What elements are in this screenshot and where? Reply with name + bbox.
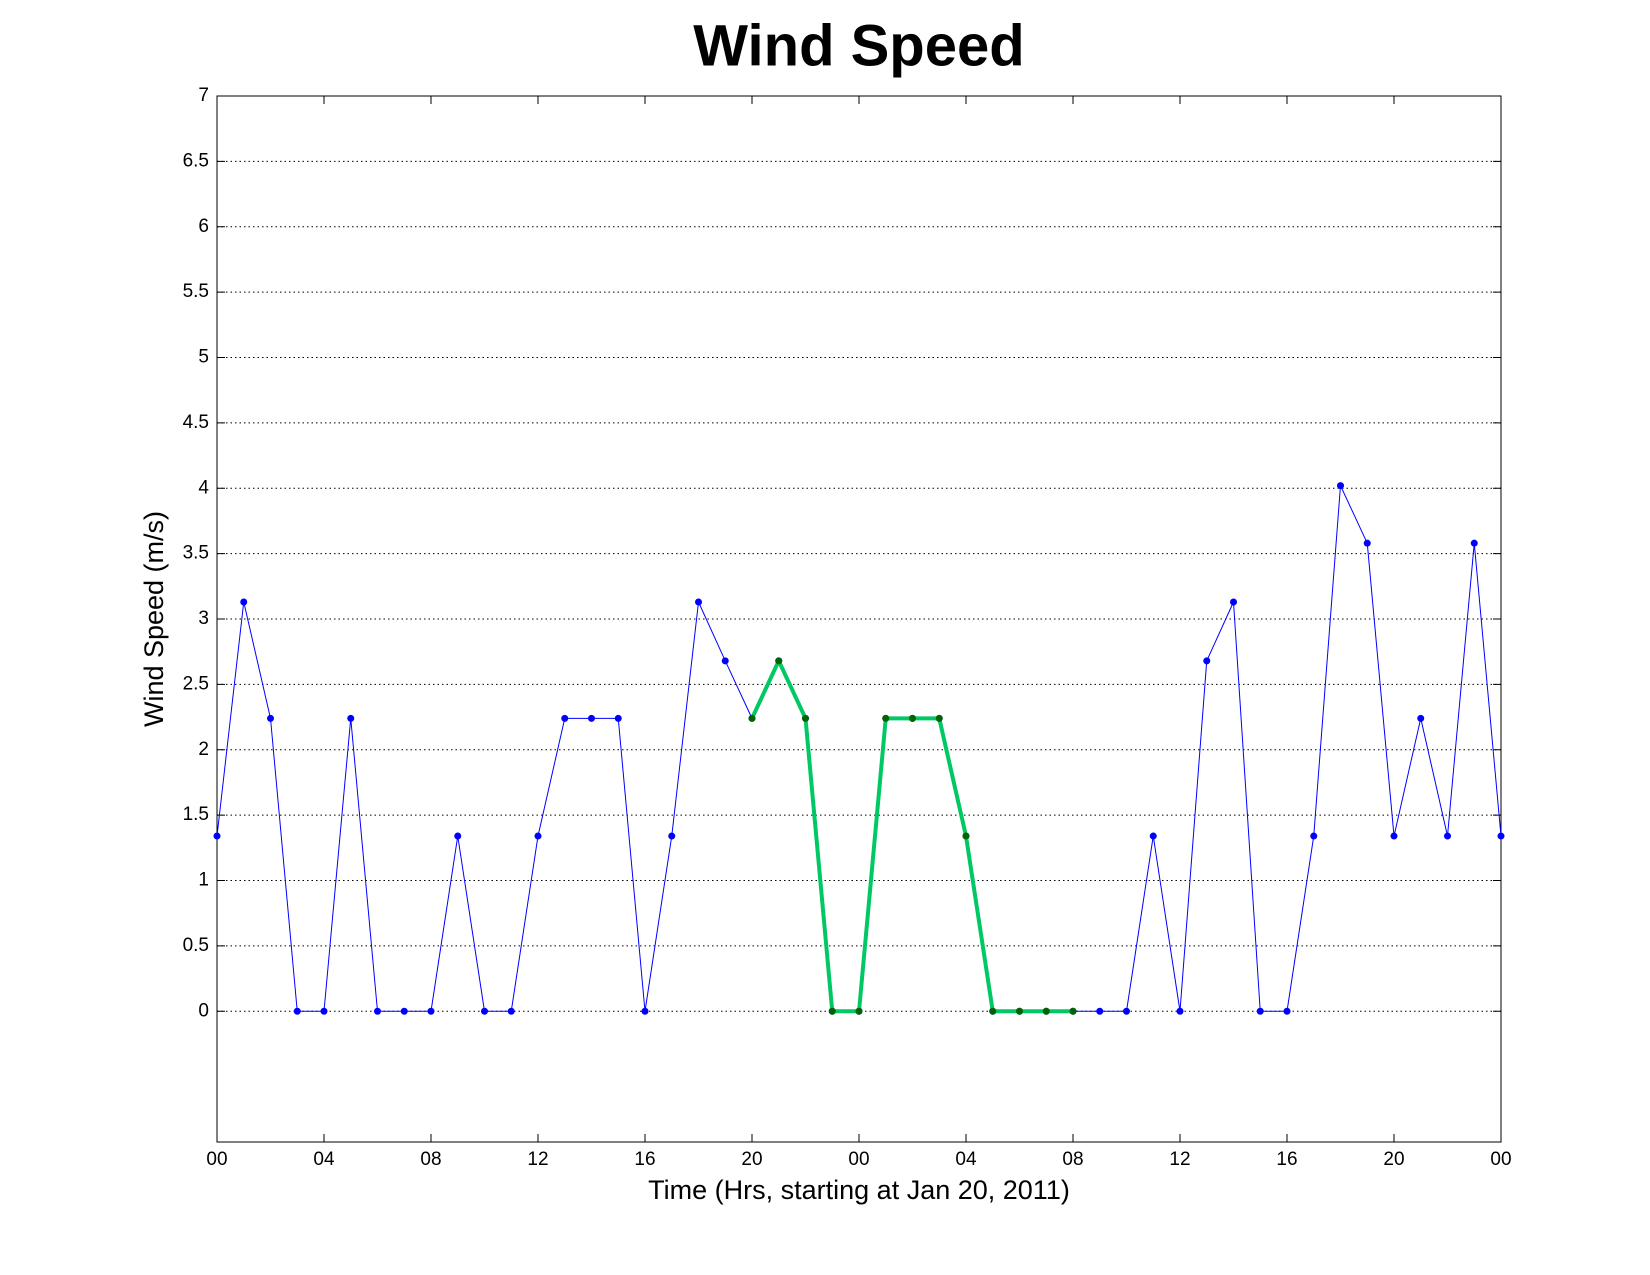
data-point <box>909 714 916 722</box>
y-tick-label: 4 <box>198 477 209 498</box>
data-point <box>267 714 274 722</box>
x-tick-label: 08 <box>1062 1149 1083 1170</box>
data-point <box>1444 832 1451 840</box>
data-point <box>1203 657 1211 665</box>
data-point <box>374 1007 381 1015</box>
data-point <box>1069 1007 1077 1015</box>
x-tick-label: 04 <box>955 1149 977 1170</box>
data-point <box>1123 1007 1130 1015</box>
x-tick-label: 16 <box>634 1149 655 1170</box>
data-point <box>1470 539 1478 547</box>
data-point <box>882 714 890 722</box>
data-point <box>614 714 622 722</box>
x-tick-label: 08 <box>420 1149 441 1170</box>
y-tick-label: 1 <box>198 870 209 891</box>
y-tick-label: 2 <box>198 739 209 760</box>
data-point <box>641 1007 649 1015</box>
data-point <box>1230 598 1237 606</box>
data-point <box>989 1007 997 1015</box>
data-point <box>828 1007 836 1015</box>
data-point <box>534 832 542 840</box>
data-point <box>935 714 943 722</box>
chart-title: Wind Speed <box>693 13 1024 78</box>
data-point <box>347 714 355 722</box>
y-tick-label: 6 <box>198 216 209 237</box>
y-tick-label: 6.5 <box>183 150 209 171</box>
x-tick-label: 16 <box>1276 1149 1297 1170</box>
y-tick-label: 2.5 <box>183 673 209 694</box>
y-tick-label: 0 <box>198 1000 209 1021</box>
data-point <box>293 1007 301 1015</box>
x-tick-label: 00 <box>206 1149 227 1170</box>
x-tick-label: 00 <box>848 1149 869 1170</box>
x-tick-label: 12 <box>1169 1149 1190 1170</box>
y-tick-label: 3.5 <box>183 543 209 564</box>
y-tick-label: 0.5 <box>183 935 209 956</box>
data-point <box>400 1007 408 1015</box>
data-point <box>320 1007 328 1015</box>
data-point <box>1176 1007 1184 1015</box>
data-point <box>695 598 702 606</box>
data-point <box>1016 1007 1023 1015</box>
x-tick-label: 04 <box>313 1149 335 1170</box>
data-point <box>1390 832 1398 840</box>
data-point <box>1417 714 1425 722</box>
y-tick-label: 5 <box>198 347 209 368</box>
data-point <box>721 657 729 665</box>
data-point <box>240 598 248 606</box>
data-point <box>427 1007 435 1015</box>
x-tick-label: 00 <box>1490 1149 1511 1170</box>
y-tick-label: 4.5 <box>183 412 209 433</box>
y-tick-label: 1.5 <box>183 804 209 825</box>
data-point <box>1283 1007 1291 1015</box>
data-point <box>802 714 809 722</box>
data-point <box>1363 539 1371 547</box>
data-point <box>962 832 970 840</box>
data-point <box>748 714 756 722</box>
data-point <box>1337 482 1344 490</box>
data-point <box>213 832 221 840</box>
y-axis-label: Wind Speed (m/s) <box>139 511 169 727</box>
data-point <box>668 832 676 840</box>
data-point <box>1256 1007 1264 1015</box>
data-point <box>588 714 595 722</box>
data-point <box>1096 1007 1104 1015</box>
data-point <box>507 1007 515 1015</box>
data-point <box>1149 832 1157 840</box>
data-point <box>775 657 783 665</box>
data-point <box>561 714 569 722</box>
data-point <box>481 1007 488 1015</box>
data-point <box>1310 832 1318 840</box>
y-tick-label: 5.5 <box>183 281 209 302</box>
y-tick-label: 3 <box>198 608 209 629</box>
y-tick-label: 7 <box>198 85 209 106</box>
data-point <box>1497 832 1505 840</box>
x-axis-label: Time (Hrs, starting at Jan 20, 2011) <box>648 1175 1070 1205</box>
data-point <box>855 1007 863 1015</box>
data-point <box>1042 1007 1050 1015</box>
x-tick-label: 20 <box>741 1149 762 1170</box>
data-point <box>454 832 462 840</box>
x-tick-label: 20 <box>1383 1149 1404 1170</box>
x-tick-label: 12 <box>527 1149 548 1170</box>
plot-frame <box>216 95 1502 1143</box>
